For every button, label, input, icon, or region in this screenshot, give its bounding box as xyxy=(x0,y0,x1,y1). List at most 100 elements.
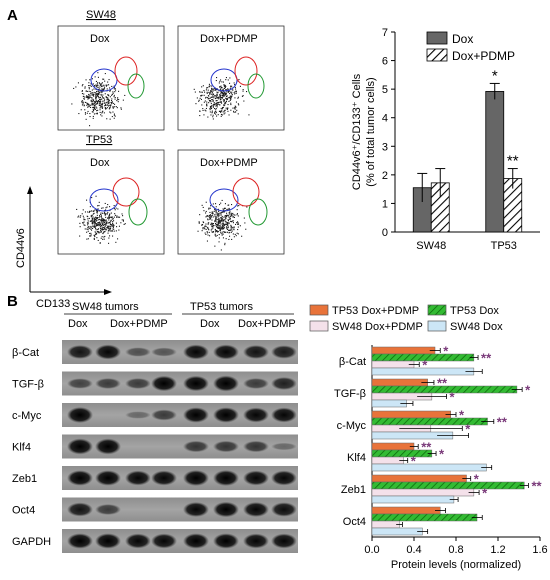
flow-event-dot xyxy=(213,103,215,105)
flow-event-dot xyxy=(91,104,93,106)
flow-event-dot xyxy=(95,80,97,82)
y-tick-label: 4 xyxy=(382,113,388,125)
flow-event-dot xyxy=(225,94,227,96)
flow-event-dot xyxy=(111,93,113,95)
flow-event-dot xyxy=(222,220,224,222)
flow-event-dot xyxy=(96,210,98,212)
legend-swatch xyxy=(426,31,448,45)
flow-event-dot xyxy=(86,215,88,217)
flow-event-dot xyxy=(94,108,96,110)
flow-event-dot xyxy=(98,97,100,99)
flow-event-dot xyxy=(87,222,89,224)
flow-event-dot xyxy=(91,78,93,80)
flow-event-dot xyxy=(233,229,235,231)
flow-event-dot xyxy=(203,222,205,224)
flow-event-dot xyxy=(120,222,122,224)
flow-event-dot xyxy=(77,216,79,218)
bar xyxy=(371,463,487,472)
flow-event-dot xyxy=(113,225,115,227)
flow-event-dot xyxy=(223,84,225,86)
flow-event-dot xyxy=(86,102,88,104)
flow-event-dot xyxy=(218,110,220,112)
flow-event-dot xyxy=(109,118,111,120)
flow-event-dot xyxy=(215,89,217,91)
flow-event-dot xyxy=(222,223,224,225)
flow-event-dot xyxy=(233,92,235,94)
flow-event-dot xyxy=(88,88,90,90)
flow-event-dot xyxy=(110,216,112,218)
flow-event-dot xyxy=(219,97,221,99)
flow-event-dot xyxy=(229,82,231,84)
flow-event-dot xyxy=(202,227,204,229)
flow-event-dot xyxy=(246,91,248,93)
flow-event-dot xyxy=(113,94,115,96)
flow-event-dot xyxy=(104,219,106,221)
flow-event-dot xyxy=(95,106,97,108)
flow-event-dot xyxy=(108,222,110,224)
flow-event-dot xyxy=(79,222,81,224)
y-tick-label: 0 xyxy=(382,227,388,239)
flow-event-dot xyxy=(215,100,217,102)
flow-event-dot xyxy=(224,91,226,93)
flow-event-dot xyxy=(208,86,210,88)
flow-event-dot xyxy=(89,232,91,234)
flow-event-dot xyxy=(106,99,108,101)
flow-event-dot xyxy=(208,231,210,233)
flow-event-dot xyxy=(231,93,233,95)
flow-event-dot xyxy=(100,106,102,108)
flow-event-dot xyxy=(224,86,226,88)
flow-event-dot xyxy=(111,94,113,96)
flow-event-dot xyxy=(209,217,211,219)
flow-event-dot xyxy=(213,93,215,95)
flow-event-dot xyxy=(84,224,86,226)
flow-event-dot xyxy=(100,101,102,103)
flow-event-dot xyxy=(229,93,231,95)
flow-event-dot xyxy=(106,206,108,208)
flow-event-dot xyxy=(107,228,109,230)
flow-event-dot xyxy=(101,227,103,229)
flow-event-dot xyxy=(232,220,234,222)
flow-event-dot xyxy=(117,98,119,100)
flow-event-dot xyxy=(226,215,228,217)
flow-event-dot xyxy=(230,221,232,223)
flow-event-dot xyxy=(91,215,93,217)
flow-event-dot xyxy=(228,223,230,225)
flow-event-dot xyxy=(114,214,116,216)
flow-event-dot xyxy=(215,235,217,237)
flow-event-dot xyxy=(213,104,215,106)
flow-event-dot xyxy=(226,89,228,91)
flow-event-dot xyxy=(226,216,228,218)
flow-event-dot xyxy=(109,221,111,223)
blot-band xyxy=(95,504,121,515)
flow-event-dot xyxy=(96,95,98,97)
flow-event-dot xyxy=(209,93,211,95)
flow-event-dot xyxy=(230,96,232,98)
flow-event-dot xyxy=(87,103,89,105)
flow-event-dot xyxy=(226,224,228,226)
flow-event-dot xyxy=(99,107,101,109)
flow-event-dot xyxy=(220,226,222,228)
blot-group-label-sw48: SW48 tumors xyxy=(72,301,139,313)
flow-event-dot xyxy=(214,89,216,91)
flow-event-dot xyxy=(92,213,94,215)
flow-event-dot xyxy=(109,90,111,92)
flow-event-dot xyxy=(229,77,231,79)
flow-event-dot xyxy=(211,112,213,114)
significance-mark: * xyxy=(492,67,498,84)
flow-event-dot xyxy=(237,96,239,98)
flow-event-dot xyxy=(98,88,100,90)
flow-event-dot xyxy=(94,101,96,103)
flow-event-dot xyxy=(224,93,226,95)
flow-event-dot xyxy=(243,100,245,102)
flow-event-dot xyxy=(215,226,217,228)
flow-event-dot xyxy=(202,228,204,230)
flow-event-dot xyxy=(96,217,98,219)
gate-red xyxy=(114,56,138,86)
flow-event-dot xyxy=(207,215,209,217)
flow-event-dot xyxy=(112,221,114,223)
flow-event-dot xyxy=(210,114,212,116)
flow-event-dot xyxy=(102,94,104,96)
flow-event-dot xyxy=(91,214,93,216)
flow-event-dot xyxy=(231,215,233,217)
flow-event-dot xyxy=(87,98,89,100)
